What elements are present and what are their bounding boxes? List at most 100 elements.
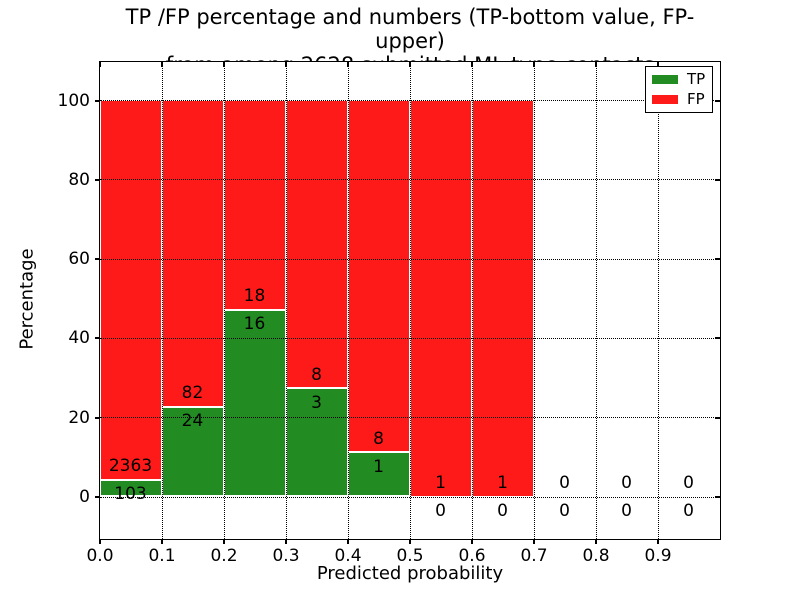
y-tick-mark: [715, 178, 720, 181]
x-tick-mark: [347, 539, 349, 544]
gridline-horizontal: [99, 258, 720, 260]
x-tick-label: 0.6: [458, 546, 486, 566]
x-tick-label: 0.0: [86, 546, 114, 566]
chart-title-line1: TP /FP percentage and numbers (TP-bottom…: [125, 5, 695, 53]
gridline-vertical: [595, 61, 597, 539]
y-tick-label: 100: [57, 90, 90, 111]
fp-bar: [99, 100, 162, 480]
legend-item-fp: FP: [652, 92, 706, 107]
y-tick-label: 40: [68, 328, 90, 349]
gridline-horizontal: [99, 179, 720, 181]
tp-bar: [99, 479, 162, 497]
y-tick-mark: [95, 337, 100, 340]
x-tick-mark: [223, 539, 225, 544]
fp-count-label: 0: [559, 473, 570, 493]
tp-count-label: 0: [683, 501, 694, 521]
plot-area: 2363 103 82 24 18 16 8 3 8 1 1 0 1 0 0 0 0 0 0 0: [98, 60, 721, 540]
x-tick-label: 0.1: [148, 546, 176, 566]
legend-item-tp: TP: [652, 69, 706, 88]
x-tick-mark: [409, 539, 411, 544]
gridline-vertical: [285, 61, 287, 539]
y-tick-mark: [95, 496, 100, 498]
y-tick-label: 60: [68, 249, 90, 270]
gridline-vertical: [409, 61, 411, 539]
gridline-vertical: [471, 61, 473, 539]
x-tick-mark: [657, 62, 659, 67]
fp-legend-label: FP: [687, 90, 705, 109]
fp-bar: [409, 100, 472, 497]
fp-bar: [471, 100, 534, 497]
fp-count-label: 2363: [108, 456, 153, 477]
x-tick-mark: [285, 62, 287, 67]
tp-count-label: 0: [435, 501, 446, 521]
y-tick-mark: [715, 496, 720, 498]
y-tick-mark: [715, 99, 720, 102]
gridline-horizontal: [99, 100, 720, 101]
x-tick-mark: [409, 62, 411, 67]
x-tick-mark: [161, 62, 163, 67]
x-tick-label: 0.7: [520, 546, 548, 566]
fp-count-label: 8: [311, 364, 322, 385]
x-tick-mark: [285, 539, 287, 544]
x-tick-label: 0.5: [396, 546, 424, 566]
tp-count-label: 103: [114, 484, 147, 505]
x-tick-mark: [471, 539, 473, 544]
x-tick-mark: [99, 62, 101, 67]
tp-bar: [223, 309, 286, 497]
x-tick-mark: [99, 539, 101, 544]
x-tick-label: 0.2: [210, 546, 238, 566]
x-tick-mark: [595, 62, 597, 67]
x-tick-mark: [161, 539, 163, 544]
gridline-vertical: [657, 61, 659, 539]
x-tick-mark: [223, 62, 225, 67]
tp-count-label: 3: [311, 392, 322, 413]
fp-count-label: 1: [435, 473, 446, 493]
tp-bar: [347, 452, 410, 497]
gridline-vertical: [161, 61, 163, 539]
y-tick-mark: [715, 258, 720, 261]
gridline-horizontal: [99, 496, 720, 498]
x-tick-mark: [595, 539, 597, 544]
x-tick-mark: [533, 539, 535, 544]
gridline-horizontal: [99, 337, 720, 339]
y-tick-mark: [715, 416, 720, 419]
x-axis-label: Predicted probability: [316, 563, 504, 584]
gridline-horizontal: [99, 417, 720, 419]
x-tick-label: 0.9: [644, 546, 672, 566]
tp-count-label: 0: [621, 501, 632, 521]
y-tick-mark: [95, 178, 100, 181]
fp-count-label: 8: [373, 428, 384, 449]
x-tick-mark: [533, 62, 535, 67]
fp-count-label: 0: [621, 473, 632, 493]
y-tick-mark: [95, 258, 100, 261]
tp-legend-swatch-icon: [652, 74, 678, 84]
x-tick-label: 0.3: [272, 546, 300, 566]
gridline-vertical: [223, 61, 225, 539]
tp-count-label: 0: [559, 501, 570, 521]
y-tick-label: 80: [68, 169, 90, 190]
y-tick-label: 20: [68, 407, 90, 428]
x-tick-mark: [347, 62, 349, 67]
x-tick-mark: [471, 62, 473, 67]
y-tick-mark: [95, 416, 100, 419]
y-tick-mark: [715, 337, 720, 340]
gridline-vertical: [533, 61, 535, 539]
fp-count-label: 1: [497, 473, 508, 493]
legend: TP FP: [645, 66, 713, 113]
fp-bar: [161, 100, 224, 407]
tp-count-label: 16: [243, 314, 266, 335]
tp-bar: [161, 406, 224, 497]
fp-count-label: 18: [243, 286, 266, 307]
tp-count-label: 0: [497, 501, 508, 521]
fp-bar: [223, 100, 286, 310]
tp-legend-label: TP: [687, 69, 706, 88]
x-tick-label: 0.8: [582, 546, 610, 566]
gridline-vertical: [347, 61, 349, 539]
x-tick-label: 0.4: [334, 546, 362, 566]
tp-count-label: 1: [373, 456, 384, 477]
y-tick-label: 0: [79, 487, 90, 507]
fp-count-label: 82: [181, 383, 204, 404]
y-tick-mark: [95, 99, 100, 102]
fp-legend-swatch-icon: [652, 95, 678, 105]
